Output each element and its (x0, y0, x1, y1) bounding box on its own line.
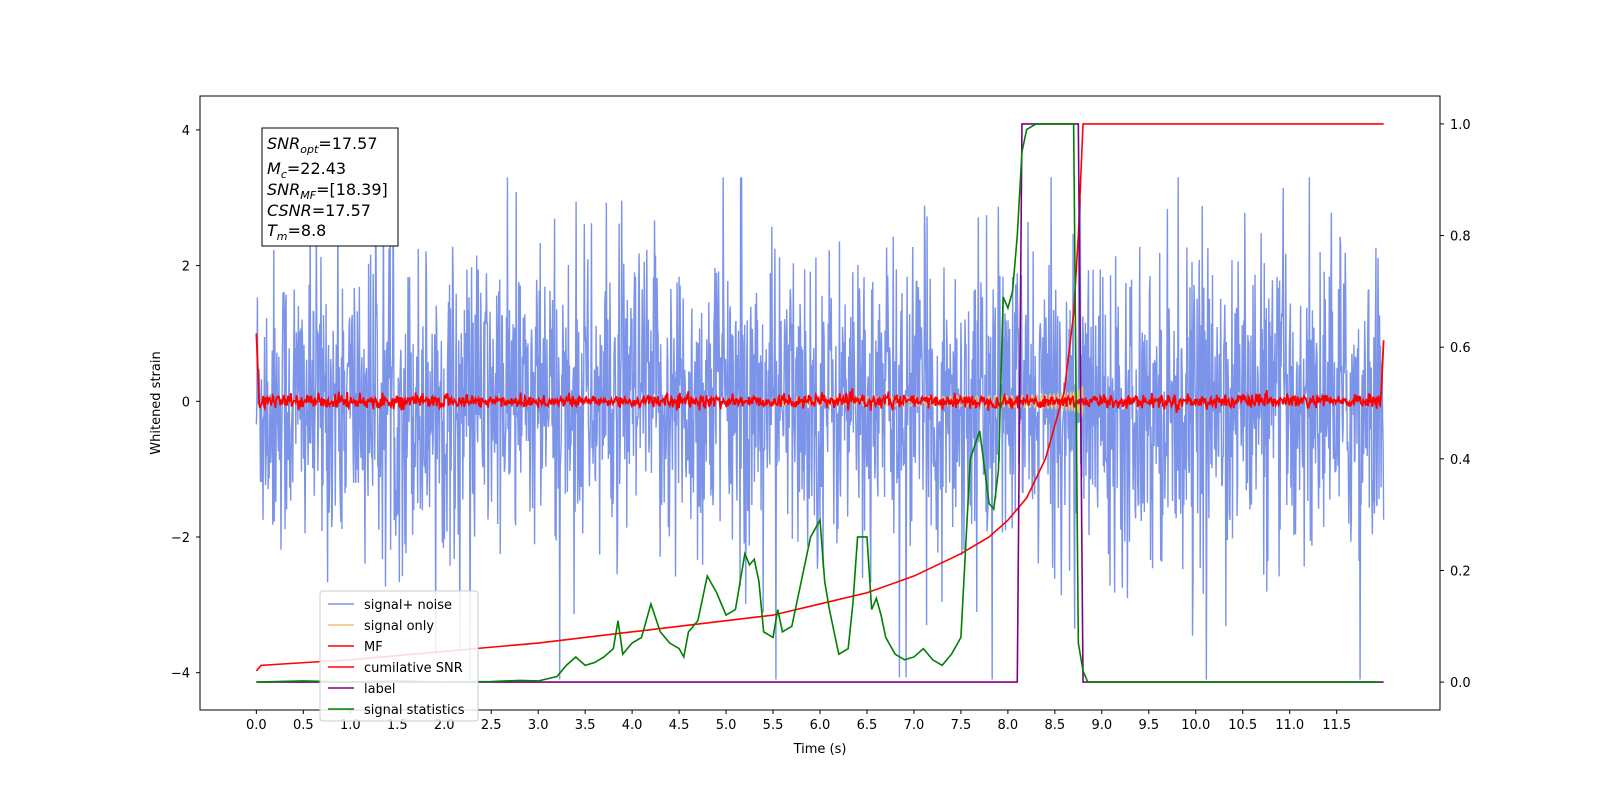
x-tick-label: 8.0 (998, 718, 1019, 733)
x-tick-label: 8.5 (1045, 718, 1066, 733)
legend-label-signal-only: signal only (364, 619, 434, 634)
x-tick-label: 11.0 (1275, 718, 1304, 733)
x-tick-label: 2.0 (434, 718, 455, 733)
x-tick-label: 4.0 (622, 718, 643, 733)
legend-label-signal-noise: signal+ noise (364, 598, 452, 613)
y-tick-label: −2 (171, 531, 190, 546)
series-signal-statistics (256, 123, 1379, 683)
x-tick-label: 7.5 (951, 718, 972, 733)
x-tick-label: 11.5 (1322, 718, 1351, 733)
x-tick-label: 9.0 (1091, 718, 1112, 733)
x-tick-label: 6.0 (810, 718, 831, 733)
x-tick-label: 1.0 (340, 718, 361, 733)
y-tick-label: 2 (182, 260, 190, 275)
info-tm-value: =8.8 (288, 221, 327, 240)
x-tick-label: 10.5 (1228, 718, 1257, 733)
x-tick-label: 0.5 (293, 718, 314, 733)
info-mc-base: M (267, 159, 281, 178)
legend-label-cumulative-snr: cumilative SNR (364, 661, 463, 676)
x-tick-label: 3.0 (528, 718, 549, 733)
info-snr-mf-value: =[18.39] (316, 180, 388, 199)
x-tick-label: 0.0 (246, 718, 267, 733)
x-tick-label: 10.0 (1181, 718, 1210, 733)
y-right-tick-label: 0.4 (1450, 453, 1471, 468)
y-right-tick-label: 0.0 (1450, 676, 1471, 691)
svg-text:CSNR=17.57: CSNR=17.57 (267, 201, 371, 220)
svg-text:SNRopt=17.57: SNRopt=17.57 (267, 134, 378, 156)
y-right-tick-label: 1.0 (1450, 118, 1471, 133)
legend-frame (319, 590, 479, 722)
info-csnr-base: CSNR (267, 201, 312, 220)
info-snr-opt-sub: opt (300, 143, 319, 156)
y-right-tick-label: 0.2 (1450, 564, 1471, 579)
y-tick-label: 0 (182, 395, 190, 410)
y-right-tick-label: 0.6 (1450, 341, 1471, 356)
x-tick-label: 6.5 (857, 718, 878, 733)
series-mf (255, 333, 1385, 413)
x-tick-label: 5.5 (763, 718, 784, 733)
series-cumilative-SNR (255, 123, 1384, 672)
svg-text:Mc=22.43: Mc=22.43 (267, 159, 346, 181)
info-box-frame (261, 127, 399, 247)
info-tm-sub: m (277, 230, 288, 243)
info-tm-base: T (267, 221, 278, 240)
info-snr-mf-base: SNR (267, 180, 300, 199)
svg-text:SNRMF=[18.39]: SNRMF=[18.39] (267, 180, 388, 202)
legend-label-signal-statistics: signal statistics (364, 703, 465, 718)
legend: signal+ noise signal only MF cumilative … (319, 590, 479, 722)
info-box: SNRopt=17.57 Mc=22.43 SNRMF=[18.39] CSNR… (261, 127, 399, 247)
x-tick-label: 5.0 (716, 718, 737, 733)
x-axis-label: Time (s) (793, 742, 847, 757)
svg-text:Tm=8.8: Tm=8.8 (267, 221, 326, 243)
y-axis-label: Whitened strain (149, 351, 164, 454)
info-mc-value: =22.43 (287, 159, 346, 178)
x-tick-label: 4.5 (669, 718, 690, 733)
y-tick-label: −4 (171, 667, 190, 682)
x-tick-label: 3.5 (575, 718, 596, 733)
legend-label-label: label (364, 682, 395, 697)
x-tick-label: 9.5 (1138, 718, 1159, 733)
info-snr-opt-value: =17.57 (318, 134, 377, 153)
x-tick-label: 2.5 (481, 718, 502, 733)
y-tick-label: 4 (182, 124, 190, 139)
x-tick-label: 1.5 (387, 718, 408, 733)
info-snr-opt-base: SNR (267, 134, 300, 153)
info-mc-sub: c (281, 168, 287, 181)
info-csnr-value: =17.57 (312, 201, 371, 220)
y-right-tick-label: 0.8 (1450, 230, 1471, 245)
x-tick-label: 7.0 (904, 718, 925, 733)
legend-label-mf: MF (364, 640, 383, 655)
info-snr-mf-sub: MF (300, 189, 316, 202)
